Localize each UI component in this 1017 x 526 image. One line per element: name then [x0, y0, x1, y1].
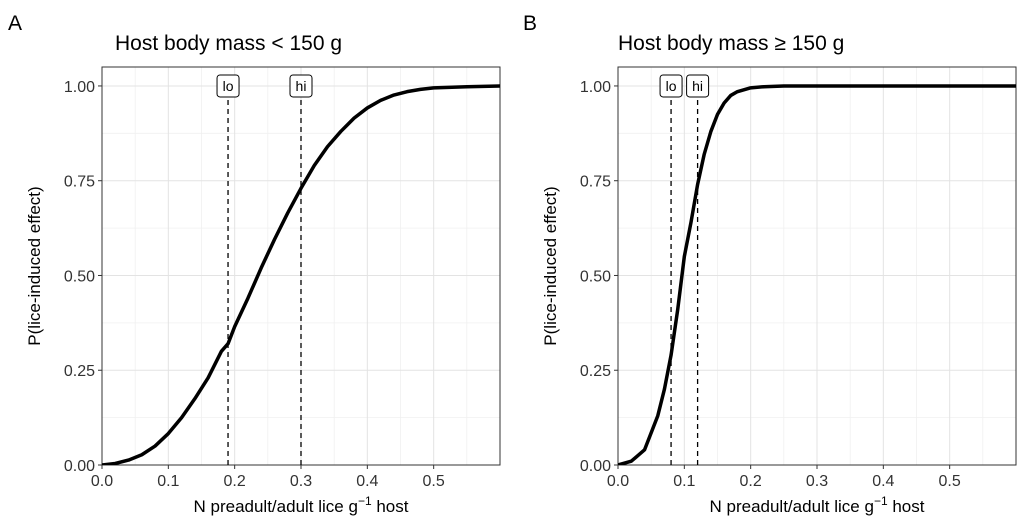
x-axis-title: N preadult/adult lice g−1 host: [194, 494, 409, 516]
x-tick-label: 0.2: [740, 473, 762, 490]
x-tick-label: 0.4: [872, 473, 894, 490]
chart-panel-a: A Host body mass < 150 g 0.0 0.1 0.2 0.3 0.4 0.…: [8, 12, 501, 516]
x-tick-label: 0.3: [806, 473, 828, 490]
grid-lines: [617, 67, 1016, 466]
ref-label-lo: lo: [659, 74, 683, 98]
ref-label-box: [289, 74, 313, 98]
ref-label-text: hi: [692, 78, 703, 94]
y-tick-label: 0.00: [580, 458, 611, 475]
chart-title: Host body mass ≥ 150 g: [618, 32, 844, 55]
y-tick-label: 0.25: [580, 363, 611, 380]
x-tick-label: 0.0: [91, 473, 113, 490]
y-axis-title: P(lice-induced effect): [541, 186, 560, 345]
ref-label-hi: hi: [289, 74, 313, 98]
chart-title: Host body mass < 150 g: [115, 32, 342, 55]
x-axis-title: N preadult/adult lice g−1 host: [710, 494, 925, 516]
panel-letter: B: [523, 12, 537, 35]
ref-label-text: lo: [223, 78, 234, 94]
x-tick-label: 0.0: [607, 473, 629, 490]
x-tick-label: 0.1: [157, 473, 179, 490]
y-tick-label: 0.50: [580, 268, 611, 285]
ref-label-box: [686, 74, 710, 98]
y-tick-label: 0.75: [580, 174, 611, 191]
ref-label-box: [659, 74, 683, 98]
ref-label-box: [216, 74, 240, 98]
ref-label-text: hi: [296, 78, 307, 94]
y-tick-label: 1.00: [64, 79, 95, 96]
y-tick-label: 0.75: [64, 174, 95, 191]
y-tick-label: 0.25: [64, 363, 95, 380]
x-tick-label: 0.5: [423, 473, 445, 490]
x-tick-label: 0.2: [224, 473, 246, 490]
panel-letter: A: [8, 12, 22, 35]
chart-panel-b: B Host body mass ≥ 150 g 0.0 0.1 0.2 0.3 0.4 0.…: [523, 12, 1017, 516]
x-tick-label: 0.3: [290, 473, 312, 490]
y-tick-label: 0.50: [64, 268, 95, 285]
series-line: [102, 84, 500, 465]
ref-label-hi: hi: [686, 74, 710, 98]
y-axis-title: P(lice-induced effect): [25, 186, 44, 345]
ref-label-lo: lo: [216, 74, 240, 98]
x-tick-label: 0.4: [356, 473, 378, 490]
y-tick-label: 0.00: [64, 458, 95, 475]
y-tick-label: 1.00: [580, 79, 611, 96]
ref-label-text: lo: [666, 78, 677, 94]
x-tick-label: 0.5: [939, 473, 961, 490]
series-line: [618, 84, 1016, 465]
x-tick-label: 0.1: [673, 473, 695, 490]
